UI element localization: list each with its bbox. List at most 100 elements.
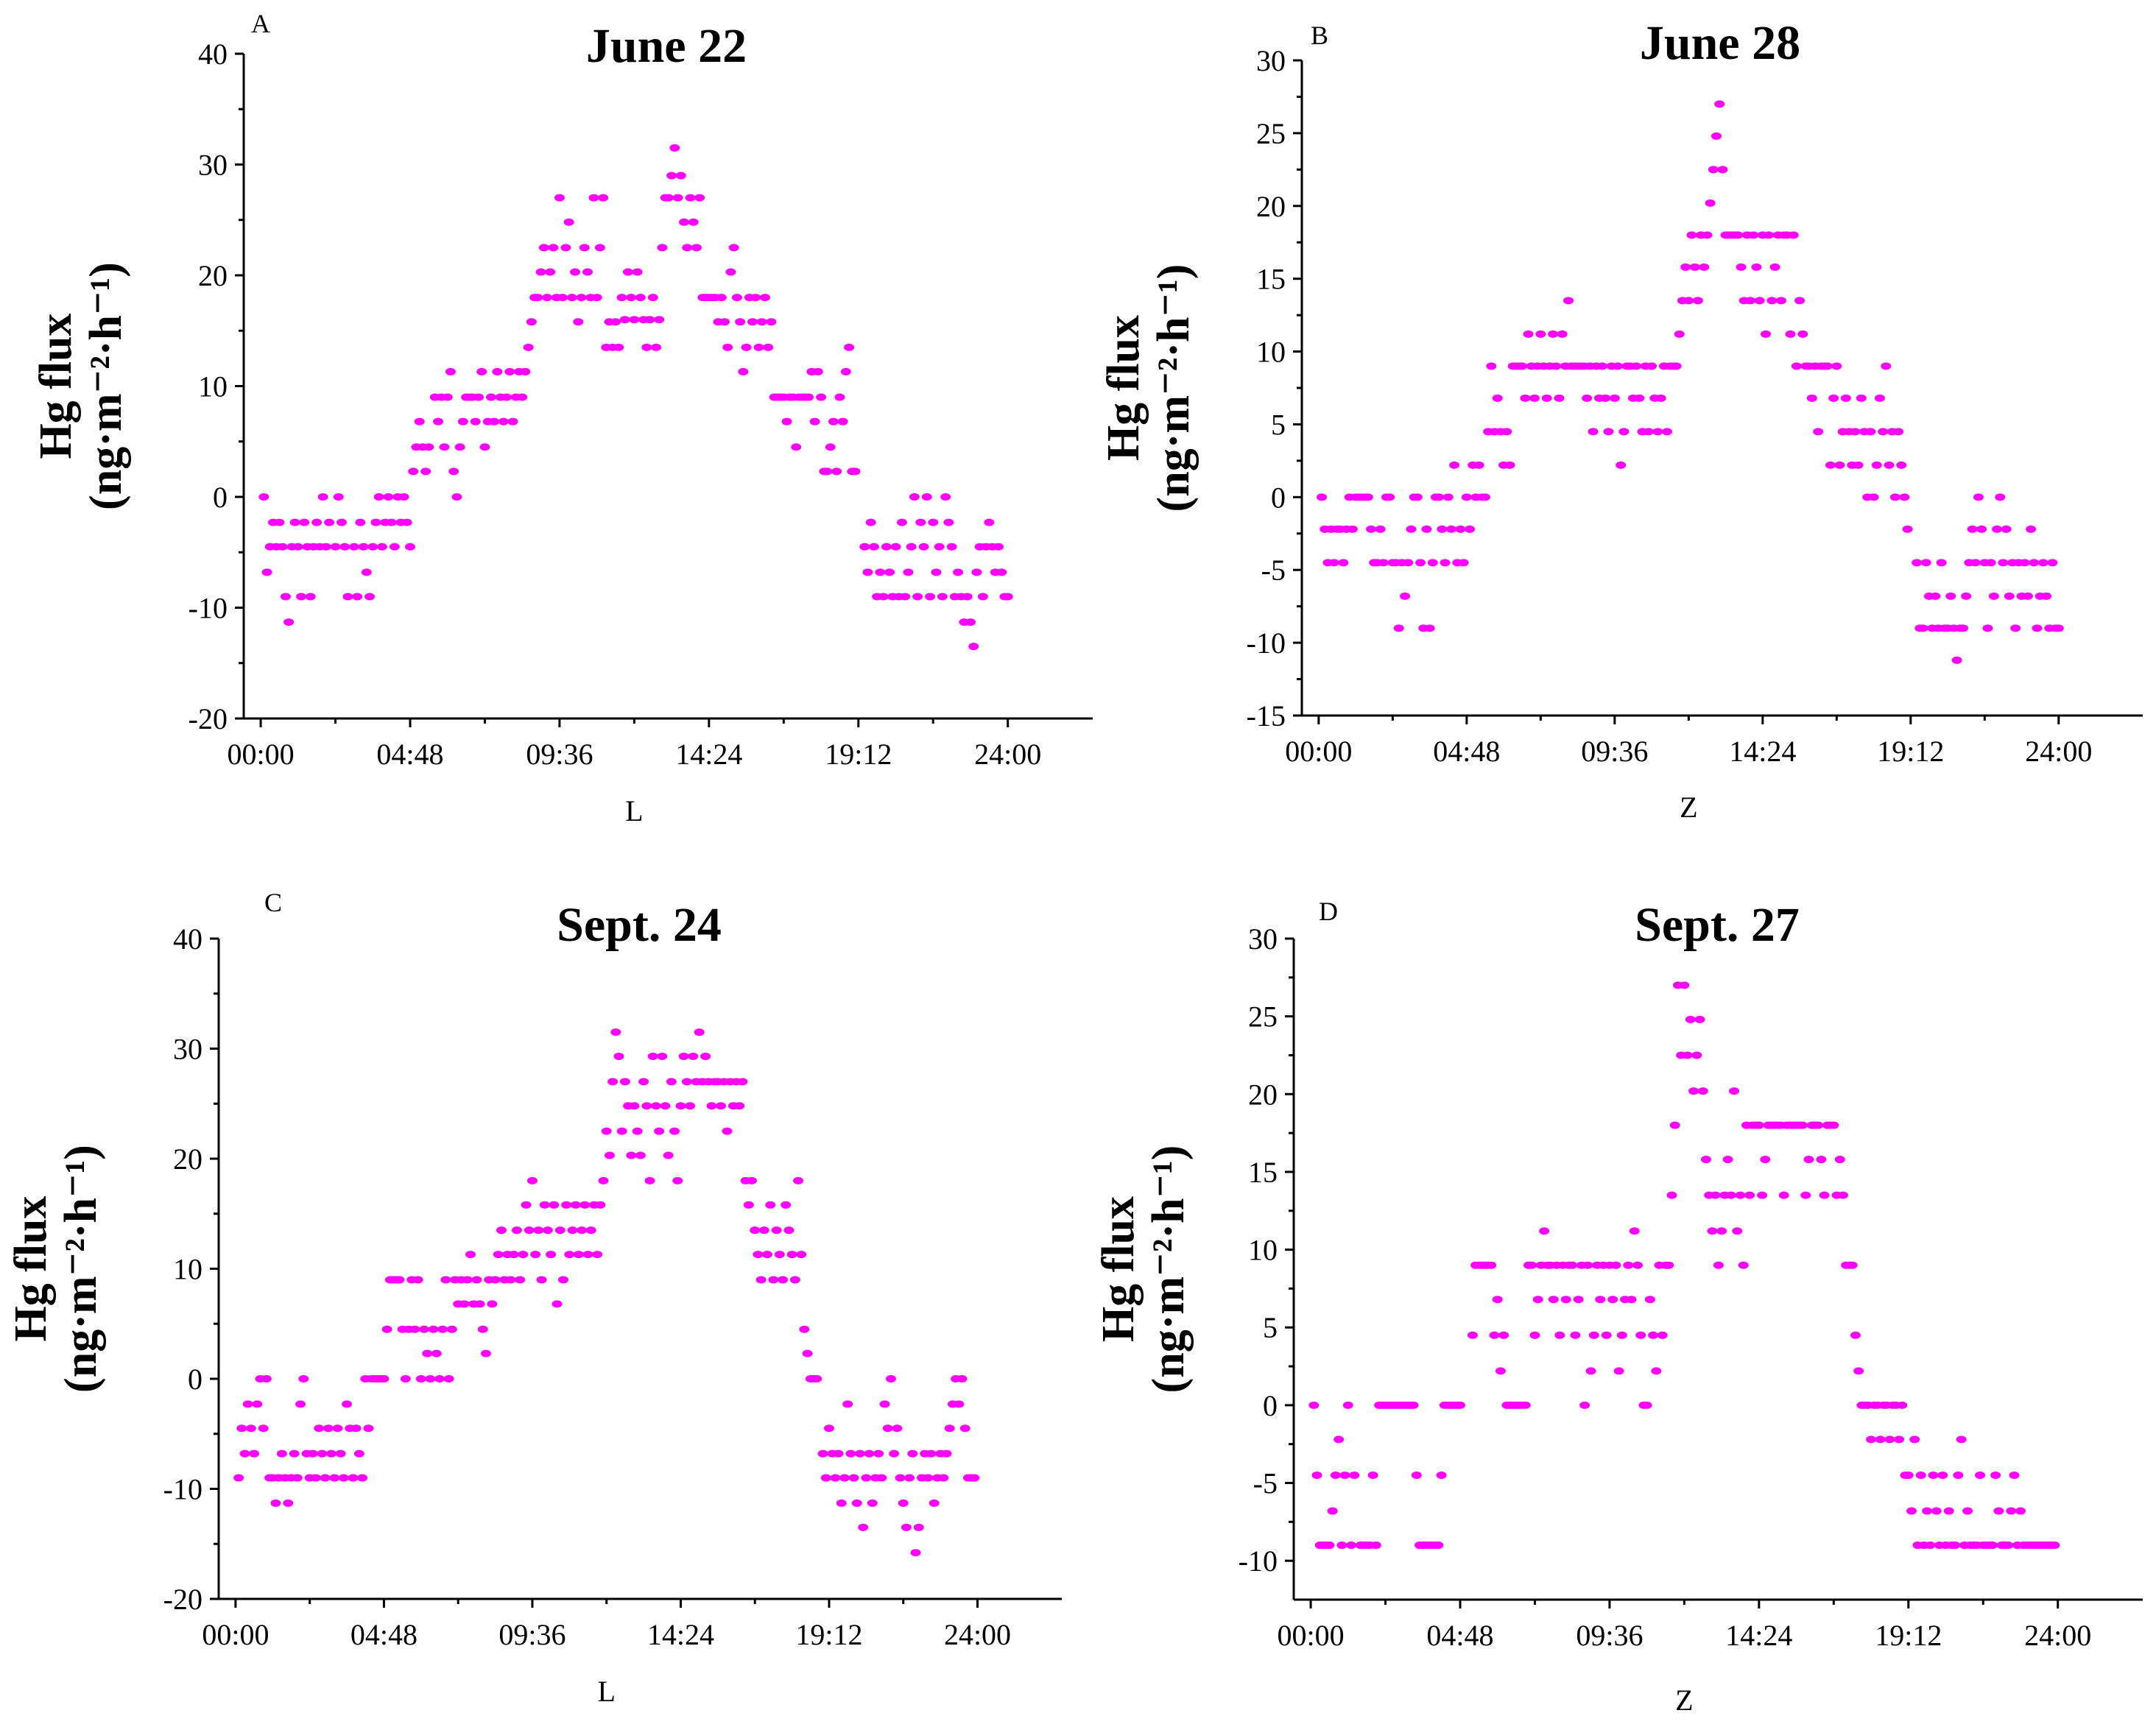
data-point	[1573, 1296, 1584, 1304]
data-point	[672, 1176, 683, 1184]
data-point	[440, 1276, 451, 1284]
data-point	[1613, 362, 1624, 370]
x-tick-label: 04:48	[376, 738, 443, 771]
panel-title: June 28	[1640, 16, 1800, 70]
data-point	[1504, 461, 1515, 469]
data-point	[953, 568, 964, 576]
data-point	[931, 568, 942, 576]
data-point	[878, 593, 889, 601]
data-point	[1699, 263, 1710, 271]
y-tick-label: 25	[1256, 117, 1286, 150]
data-point	[1853, 1367, 1864, 1375]
data-point	[1324, 1541, 1335, 1550]
data-point	[2019, 559, 2030, 567]
panel-b: -15 -10 -5 0 5 10 15 20 25 30 00:00 04:48 09:36 14:24…	[1099, 16, 2143, 824]
y-tick-label: 0	[213, 481, 228, 514]
data-point	[1342, 1401, 1353, 1409]
data-point	[378, 1375, 390, 1382]
data-point	[1683, 297, 1694, 305]
data-point	[1993, 1507, 2004, 1515]
data-point	[401, 518, 412, 526]
data-point	[1370, 1541, 1381, 1550]
data-point	[959, 1424, 970, 1433]
data-point	[1816, 1156, 1827, 1164]
data-point	[1560, 1296, 1571, 1304]
data-point	[549, 1201, 560, 1209]
data-point	[738, 367, 749, 375]
data-point	[1317, 493, 1328, 501]
x-tick-label: 24:00	[974, 738, 1041, 771]
data-point	[1445, 525, 1456, 533]
data-point	[1465, 525, 1476, 533]
data-point	[892, 1424, 903, 1433]
x-axis-label: L	[597, 1675, 615, 1708]
data-point	[1308, 1401, 1320, 1409]
data-point	[771, 1226, 782, 1235]
data-point	[654, 316, 665, 324]
data-point	[485, 393, 496, 401]
data-point	[1975, 1471, 1986, 1479]
data-point	[1629, 1227, 1640, 1235]
data-point	[471, 1276, 482, 1284]
data-point	[1865, 428, 1876, 436]
data-point	[1899, 493, 1910, 501]
data-point	[1785, 330, 1796, 338]
data-point	[552, 1300, 563, 1308]
data-point	[314, 1424, 325, 1433]
data-point	[1662, 428, 1673, 436]
data-point	[778, 1276, 789, 1284]
data-point	[654, 1127, 665, 1135]
data-point	[1711, 132, 1722, 140]
data-point	[518, 1251, 529, 1259]
y-tick-label: 20	[1248, 1078, 1278, 1111]
data-point	[820, 1474, 831, 1482]
x-tick-label: 04:48	[1426, 1619, 1493, 1652]
data-point	[896, 518, 907, 526]
data-point	[635, 1151, 646, 1159]
data-point	[844, 343, 855, 351]
data-point	[1440, 559, 1451, 567]
panel-title: Sept. 27	[1635, 898, 1800, 952]
data-point	[1366, 525, 1377, 533]
x-axis-label: Z	[1675, 1684, 1693, 1717]
data-point	[530, 1251, 541, 1259]
data-point	[635, 294, 646, 302]
data-point	[381, 1325, 392, 1333]
data-point	[1889, 493, 1900, 501]
data-point	[239, 1449, 250, 1458]
data-point	[1436, 1471, 1447, 1479]
data-point	[418, 1325, 429, 1333]
data-point	[774, 1251, 785, 1259]
data-point	[688, 1052, 699, 1060]
data-point	[479, 443, 490, 451]
data-point	[1378, 559, 1389, 567]
data-point	[859, 543, 870, 551]
data-point	[317, 1449, 328, 1458]
data-point	[766, 318, 777, 326]
x-tick-label: 00:00	[1285, 735, 1352, 768]
data-point	[249, 1449, 260, 1458]
data-point	[1311, 1471, 1322, 1479]
data-point	[610, 1028, 621, 1036]
data-point	[1874, 394, 1885, 402]
data-point	[1866, 1435, 1877, 1444]
data-point	[1912, 559, 1923, 567]
data-point	[1753, 1121, 1764, 1129]
data-point	[1757, 1191, 1768, 1199]
data-point	[505, 1276, 516, 1284]
data-point	[2026, 525, 2037, 533]
data-point	[1486, 362, 1497, 370]
data-point	[1367, 1471, 1378, 1479]
data-point	[921, 493, 932, 501]
y-tick-label: -10	[163, 1473, 202, 1506]
data-point	[542, 294, 553, 302]
data-point	[524, 1226, 535, 1235]
data-point	[408, 467, 419, 476]
y-axis-label: Hg flux	[1093, 1196, 1144, 1342]
data-point	[1501, 428, 1512, 436]
data-point	[901, 1523, 912, 1531]
data-point	[1797, 330, 1808, 338]
data-point	[762, 1251, 773, 1259]
y-axis-unit: (ng·m⁻²·h⁻¹)	[56, 1145, 106, 1393]
data-point	[1671, 362, 1682, 370]
